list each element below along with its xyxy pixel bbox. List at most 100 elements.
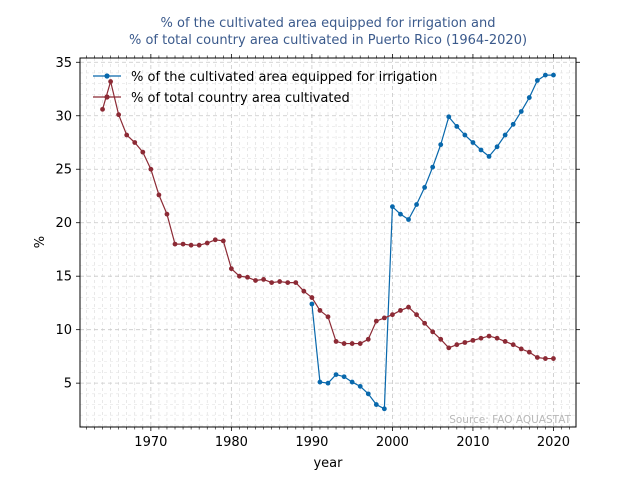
data-point — [172, 241, 178, 247]
data-point — [486, 154, 492, 159]
legend: % of the cultivated area equipped for ir… — [93, 70, 437, 106]
series-0 — [309, 72, 556, 412]
data-point — [470, 337, 476, 343]
data-point — [237, 273, 242, 279]
data-point — [438, 142, 444, 148]
data-point — [301, 288, 307, 294]
data-point — [309, 301, 315, 307]
data-point — [486, 333, 492, 339]
data-point — [422, 320, 428, 326]
data-point — [422, 185, 428, 190]
data-point — [381, 406, 387, 412]
legend-label-cultivated: % of total country area cultivated — [131, 91, 350, 106]
data-point — [494, 335, 500, 341]
data-point — [551, 356, 556, 361]
data-point — [317, 379, 323, 385]
x-tick-label: 2020 — [537, 435, 570, 450]
data-point — [430, 164, 436, 170]
chart-title-line-1: % of the cultivated area equipped for ir… — [161, 16, 496, 31]
y-axis-ticks: 5 10 15 20 25 30 35 — [55, 56, 580, 392]
data-point — [478, 147, 484, 153]
data-point — [518, 109, 524, 114]
x-tick-label: 2010 — [456, 435, 489, 450]
data-point — [180, 241, 186, 247]
data-point — [333, 339, 339, 344]
data-point — [132, 140, 138, 145]
data-point — [373, 402, 379, 407]
data-point — [381, 315, 387, 321]
x-axis-label: year — [313, 456, 343, 471]
data-point — [543, 356, 548, 361]
legend-label-irrigation: % of the cultivated area equipped for ir… — [131, 70, 437, 85]
data-point — [148, 166, 154, 172]
y-tick-label: 15 — [55, 270, 72, 285]
major-gridlines — [80, 58, 576, 427]
data-point — [446, 345, 452, 351]
y-tick-label: 20 — [55, 216, 72, 231]
data-point — [253, 278, 258, 283]
data-point — [462, 340, 468, 345]
data-point — [108, 79, 113, 84]
data-point — [406, 304, 411, 310]
y-tick-label: 5 — [64, 377, 72, 392]
chart-title-line-2: % of total country area cultivated in Pu… — [129, 33, 527, 48]
x-tick-label: 2000 — [376, 435, 409, 450]
data-point — [390, 312, 395, 318]
data-point — [510, 121, 516, 127]
minor-gridlines — [80, 58, 576, 427]
data-point — [478, 335, 484, 341]
data-point — [100, 106, 105, 112]
data-point — [551, 72, 556, 78]
y-tick-label: 35 — [55, 56, 72, 71]
data-point — [349, 379, 355, 385]
y-tick-label: 10 — [55, 323, 72, 338]
data-point — [462, 132, 468, 138]
x-tick-label: 1990 — [295, 435, 328, 450]
data-point — [470, 140, 476, 145]
data-point — [293, 280, 299, 286]
data-point — [430, 329, 436, 335]
data-point — [454, 342, 460, 348]
data-point — [526, 95, 532, 100]
series-1 — [100, 79, 556, 361]
data-point — [414, 312, 419, 318]
data-point — [124, 132, 130, 138]
data-point — [277, 279, 283, 284]
x-axis-ticks: 1970 1980 1990 2000 2010 2020 — [86, 54, 570, 450]
data-point — [261, 277, 266, 282]
y-tick-label: 25 — [55, 163, 72, 178]
legend-marker-irrigation — [104, 73, 110, 79]
data-point — [398, 308, 403, 313]
data-point — [164, 211, 170, 217]
data-point — [140, 149, 146, 155]
data-point — [446, 114, 452, 120]
data-point — [390, 204, 395, 210]
data-point — [357, 383, 363, 389]
data-point — [365, 336, 371, 342]
data-point — [414, 202, 419, 207]
data-point — [325, 314, 331, 320]
data-point — [494, 144, 500, 150]
data-point — [212, 237, 218, 243]
data-point — [349, 341, 355, 346]
data-point — [341, 341, 347, 346]
data-point — [309, 295, 315, 300]
data-point — [502, 339, 508, 344]
data-point — [543, 72, 548, 78]
data-point — [317, 308, 323, 313]
series-layer — [100, 72, 556, 412]
y-tick-label: 30 — [55, 109, 72, 124]
legend-marker-cultivated — [104, 94, 110, 100]
data-point — [357, 341, 363, 346]
data-point — [534, 78, 540, 83]
data-point — [116, 112, 122, 118]
data-point — [220, 238, 226, 244]
data-point — [228, 266, 234, 272]
data-point — [454, 124, 460, 129]
y-axis-label: % — [33, 236, 48, 248]
data-point — [526, 349, 532, 355]
data-point — [510, 342, 516, 348]
data-point — [196, 242, 202, 248]
x-tick-label: 1970 — [134, 435, 167, 450]
